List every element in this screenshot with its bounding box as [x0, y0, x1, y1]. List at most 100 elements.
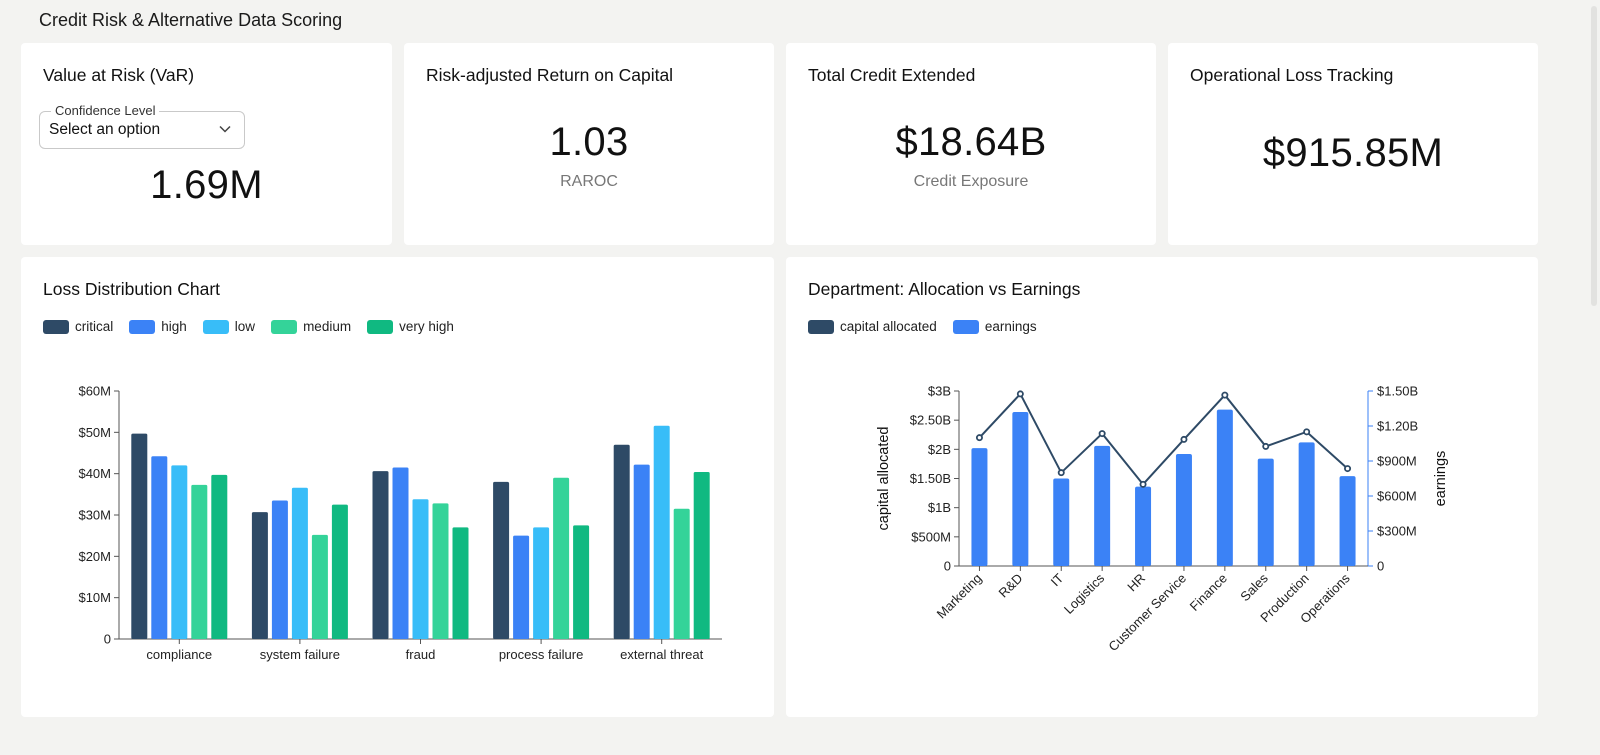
- loss-bar-very-high[interactable]: [573, 525, 590, 639]
- confidence-level-select[interactable]: Confidence Level Select an option: [39, 103, 245, 149]
- x-tick-label: Finance: [1187, 571, 1230, 614]
- earnings-bar[interactable]: [1094, 445, 1111, 566]
- loss-bar-medium[interactable]: [191, 484, 208, 639]
- x-tick-label: system failure: [260, 647, 340, 662]
- loss-bar-critical[interactable]: [613, 444, 630, 639]
- capital-allocated-point[interactable]: [1344, 465, 1352, 473]
- confidence-level-value: Select an option: [49, 121, 161, 138]
- dept-legend-item[interactable]: earnings: [952, 319, 1037, 334]
- credit-title: Total Credit Extended: [808, 65, 976, 85]
- loss-chart-plot: 0 $10M $20M $30M $40M $50M $60M compliance syste…: [78, 384, 722, 662]
- y-tick-label: $40M: [78, 466, 111, 481]
- raroc-subtitle: RAROC: [560, 173, 618, 190]
- loss-bar-very-high[interactable]: [211, 474, 228, 639]
- legend-swatch: [808, 319, 834, 334]
- loss-bar-very-high[interactable]: [452, 527, 469, 639]
- loss-bar-low[interactable]: [291, 487, 308, 639]
- loss-legend-item[interactable]: high: [129, 319, 187, 334]
- y-right-tick-label: $600M: [1377, 489, 1417, 504]
- loss-bar-very-high[interactable]: [693, 472, 710, 639]
- capital-allocated-point[interactable]: [1180, 435, 1188, 443]
- loss-bar-high[interactable]: [633, 464, 650, 639]
- loss-chart-legend: critical high low medium very high: [43, 319, 454, 334]
- loss-bar-medium[interactable]: [311, 534, 328, 639]
- var-value: 1.69M: [150, 163, 263, 207]
- x-tick-label: R&D: [995, 571, 1025, 601]
- page-scrollbar[interactable]: [1587, 0, 1600, 755]
- loss-bar-critical[interactable]: [251, 512, 268, 639]
- loss-bar-very-high[interactable]: [331, 504, 348, 639]
- capital-allocated-point[interactable]: [1262, 442, 1270, 450]
- earnings-bar[interactable]: [1175, 454, 1192, 566]
- capital-allocated-line: [978, 392, 1349, 486]
- chevron-down-icon: [219, 125, 231, 133]
- dept-chart-legend: capital allocated earnings: [808, 319, 1037, 334]
- capital-allocated-point[interactable]: [1016, 390, 1024, 398]
- y-right-tick-label: $1.50B: [1377, 384, 1418, 399]
- page-title: Credit Risk & Alternative Data Scoring: [39, 10, 343, 30]
- earnings-bar[interactable]: [1012, 412, 1029, 566]
- loss-legend-item[interactable]: critical: [43, 319, 113, 334]
- loss-bar-medium[interactable]: [673, 508, 690, 639]
- oploss-value: $915.85M: [1262, 131, 1444, 175]
- x-tick-label: Sales: [1237, 570, 1271, 604]
- credit-value: $18.64B: [895, 120, 1047, 164]
- loss-bar-critical[interactable]: [493, 481, 510, 639]
- loss-bar-low[interactable]: [412, 499, 429, 639]
- loss-bar-low[interactable]: [171, 465, 188, 639]
- earnings-bar[interactable]: [1216, 409, 1233, 566]
- earnings-bar[interactable]: [1053, 478, 1070, 567]
- y-right-tick-label: 0: [1377, 559, 1384, 574]
- capital-allocated-point[interactable]: [975, 434, 983, 442]
- capital-allocated-point[interactable]: [1098, 430, 1106, 438]
- loss-bar-critical[interactable]: [372, 471, 389, 639]
- raroc-title: Risk-adjusted Return on Capital: [426, 65, 674, 85]
- loss-bar-medium[interactable]: [432, 503, 449, 639]
- y-tick-label: $2B: [928, 442, 951, 457]
- x-tick-label: external threat: [620, 647, 703, 662]
- loss-legend-item[interactable]: very high: [367, 319, 454, 334]
- legend-swatch: [129, 319, 156, 334]
- legend-label: high: [161, 319, 187, 334]
- y-tick-label: $60M: [78, 384, 111, 399]
- y-axis-right-title: earnings: [1433, 451, 1449, 507]
- earnings-bar[interactable]: [1298, 442, 1315, 566]
- capital-allocated-point[interactable]: [1221, 391, 1229, 399]
- scrollbar-thumb[interactable]: [1591, 6, 1597, 306]
- loss-legend-item[interactable]: low: [202, 319, 256, 334]
- loss-bar-high[interactable]: [151, 456, 168, 639]
- loss-bar-low[interactable]: [533, 527, 550, 639]
- loss-bar-high[interactable]: [513, 535, 530, 639]
- y-tick-label: 0: [104, 632, 111, 647]
- loss-bar-critical[interactable]: [131, 433, 148, 639]
- dept-legend-item[interactable]: capital allocated: [808, 319, 937, 334]
- earnings-bar[interactable]: [971, 448, 988, 566]
- loss-chart-title: Loss Distribution Chart: [43, 279, 221, 299]
- loss-bar-high[interactable]: [271, 500, 288, 639]
- legend-label: earnings: [984, 319, 1037, 334]
- x-tick-label: fraud: [406, 647, 436, 662]
- raroc-value: 1.03: [549, 120, 629, 164]
- loss-legend-item[interactable]: medium: [271, 319, 351, 334]
- x-tick-label: compliance: [146, 647, 212, 662]
- loss-bar-high[interactable]: [392, 467, 409, 639]
- capital-allocated-point[interactable]: [1057, 469, 1065, 477]
- legend-label: low: [234, 319, 256, 334]
- x-tick-label: HR: [1124, 571, 1148, 595]
- loss-bar-medium[interactable]: [553, 477, 570, 639]
- earnings-bar[interactable]: [1257, 458, 1274, 566]
- legend-label: medium: [303, 319, 352, 334]
- x-tick-label: Marketing: [934, 571, 985, 622]
- legend-label: capital allocated: [840, 319, 937, 334]
- earnings-bar[interactable]: [1339, 476, 1356, 566]
- earnings-bar[interactable]: [1135, 486, 1152, 566]
- legend-swatch: [202, 319, 229, 334]
- y-axis-title: capital allocated: [876, 427, 892, 531]
- capital-allocated-point[interactable]: [1139, 480, 1147, 488]
- x-tick-label: Logistics: [1061, 570, 1108, 617]
- loss-bar-low[interactable]: [653, 425, 670, 639]
- x-tick-label: process failure: [499, 647, 584, 662]
- capital-allocated-point[interactable]: [1303, 428, 1311, 436]
- y-tick-label: $3B: [928, 384, 951, 399]
- legend-swatch: [952, 319, 979, 334]
